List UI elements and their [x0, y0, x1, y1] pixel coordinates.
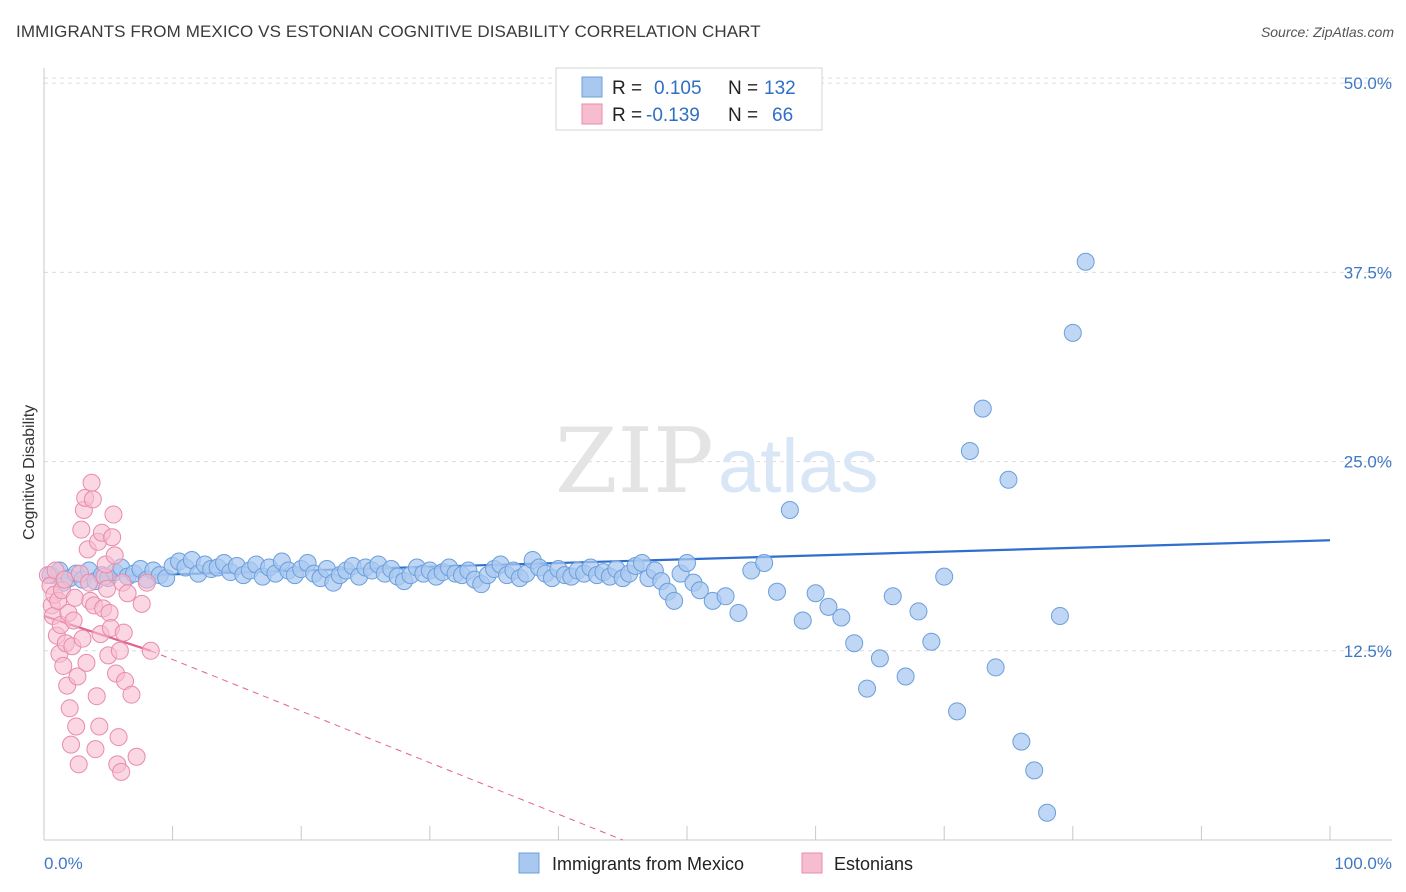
point-mexico-121	[948, 702, 967, 721]
point-estonians-50	[104, 505, 123, 524]
y-axis-label: Cognitive Disability	[21, 405, 38, 540]
point-mexico-97	[665, 591, 684, 610]
y-tick-label-0: 12.5%	[1344, 642, 1392, 661]
watermark-zip: ZIP	[555, 409, 714, 514]
point-mexico-109	[793, 611, 812, 630]
point-estonians-31	[80, 573, 99, 592]
legend-n-label-2: N =	[728, 105, 758, 126]
point-estonians-65	[141, 641, 160, 660]
point-mexico-119	[922, 632, 941, 651]
point-estonians-56	[112, 762, 131, 781]
point-estonians-26	[73, 629, 92, 648]
chart-title: IMMIGRANTS FROM MEXICO VS ESTONIAN COGNI…	[16, 22, 761, 41]
point-estonians-33	[82, 473, 101, 492]
legend-r-value-2: -0.139	[646, 105, 700, 126]
legend-n-value-2: 66	[772, 105, 793, 126]
series-immigrants-from-mexico	[41, 252, 1095, 822]
point-estonians-64	[137, 573, 156, 592]
point-mexico-110	[806, 584, 825, 603]
point-mexico-126	[1012, 732, 1031, 751]
point-estonians-39	[90, 717, 109, 736]
point-mexico-122	[960, 441, 979, 460]
point-mexico-129	[1050, 606, 1069, 625]
point-estonians-37	[87, 687, 106, 706]
point-mexico-114	[858, 679, 877, 698]
series-estonians	[38, 473, 160, 781]
point-estonians-61	[122, 685, 141, 704]
legend: R = 0.105 N = 132 R = -0.139 N = 66	[555, 67, 823, 131]
point-estonians-19	[64, 611, 83, 630]
tick-labels: 12.5% 25.0% 37.5% 50.0% 0.0% 100.0%	[44, 74, 1392, 873]
point-mexico-115	[870, 649, 889, 668]
x-tick-label-1: 100.0%	[1334, 854, 1392, 873]
legend-r-value-1: 0.105	[654, 78, 702, 99]
y-tick-label-1: 25.0%	[1344, 453, 1392, 472]
point-mexico-111	[819, 597, 838, 616]
trend-line-extension-estonians	[150, 650, 623, 841]
point-estonians-22	[68, 667, 87, 686]
x-tick-label-0: 0.0%	[44, 854, 83, 873]
point-mexico-124	[986, 658, 1005, 677]
point-mexico-108	[780, 501, 799, 520]
bottom-legend-label-blue: Immigrants from Mexico	[552, 854, 744, 874]
point-mexico-104	[729, 603, 748, 622]
point-mexico-125	[999, 470, 1018, 489]
legend-r-label-2: R =	[612, 105, 642, 126]
point-mexico-103	[716, 587, 735, 606]
point-estonians-51	[105, 546, 124, 565]
y-tick-label-2: 37.5%	[1344, 263, 1392, 282]
point-estonians-54	[109, 728, 128, 747]
point-mexico-131	[1076, 252, 1095, 271]
chart-source: Source: ZipAtlas.com	[1260, 24, 1394, 40]
point-estonians-20	[65, 588, 84, 607]
point-mexico-116	[883, 587, 902, 606]
point-estonians-16	[60, 699, 79, 718]
point-mexico-117	[896, 667, 915, 686]
point-mexico-123	[973, 399, 992, 418]
point-mexico-118	[909, 602, 928, 621]
y-tick-label-3: 50.0%	[1344, 74, 1392, 93]
point-mexico-128	[1038, 803, 1057, 822]
point-estonians-49	[103, 528, 122, 547]
point-mexico-120	[935, 567, 954, 586]
legend-r-label-1: R =	[612, 78, 642, 99]
point-estonians-45	[98, 579, 117, 598]
legend-n-value-1: 132	[764, 78, 796, 99]
point-estonians-47	[100, 603, 119, 622]
point-estonians-63	[132, 594, 151, 613]
point-estonians-60	[118, 584, 137, 603]
point-estonians-12	[55, 570, 74, 589]
point-estonians-36	[86, 740, 105, 759]
point-mexico-99	[678, 553, 696, 572]
point-estonians-58	[114, 623, 133, 642]
legend-swatch-pink	[581, 103, 603, 125]
watermark-atlas: atlas	[718, 424, 879, 509]
point-mexico-106	[755, 553, 774, 572]
point-mexico-107	[768, 582, 787, 601]
point-estonians-17	[62, 735, 81, 754]
point-mexico-127	[1025, 761, 1044, 780]
point-estonians-25	[72, 520, 91, 539]
point-estonians-34	[83, 490, 102, 509]
point-estonians-55	[110, 641, 129, 660]
point-mexico-113	[845, 634, 864, 653]
point-estonians-29	[77, 653, 96, 672]
point-estonians-23	[69, 755, 88, 774]
legend-swatch-blue	[581, 76, 603, 98]
point-mexico-101	[690, 581, 709, 600]
point-mexico-130	[1063, 323, 1082, 342]
bottom-legend-swatch-pink	[801, 852, 823, 874]
bottom-legend-label-pink: Estonians	[834, 854, 913, 874]
point-estonians-62	[127, 747, 146, 766]
bottom-legend: Immigrants from Mexico Estonians	[518, 852, 913, 874]
axes	[43, 68, 1392, 841]
point-estonians-21	[67, 717, 86, 736]
point-mexico-112	[832, 608, 851, 627]
point-estonians-11	[54, 656, 73, 675]
watermark: ZIP atlas	[555, 409, 879, 514]
bottom-legend-swatch-blue	[518, 852, 540, 874]
legend-n-label-1: N =	[728, 78, 758, 99]
